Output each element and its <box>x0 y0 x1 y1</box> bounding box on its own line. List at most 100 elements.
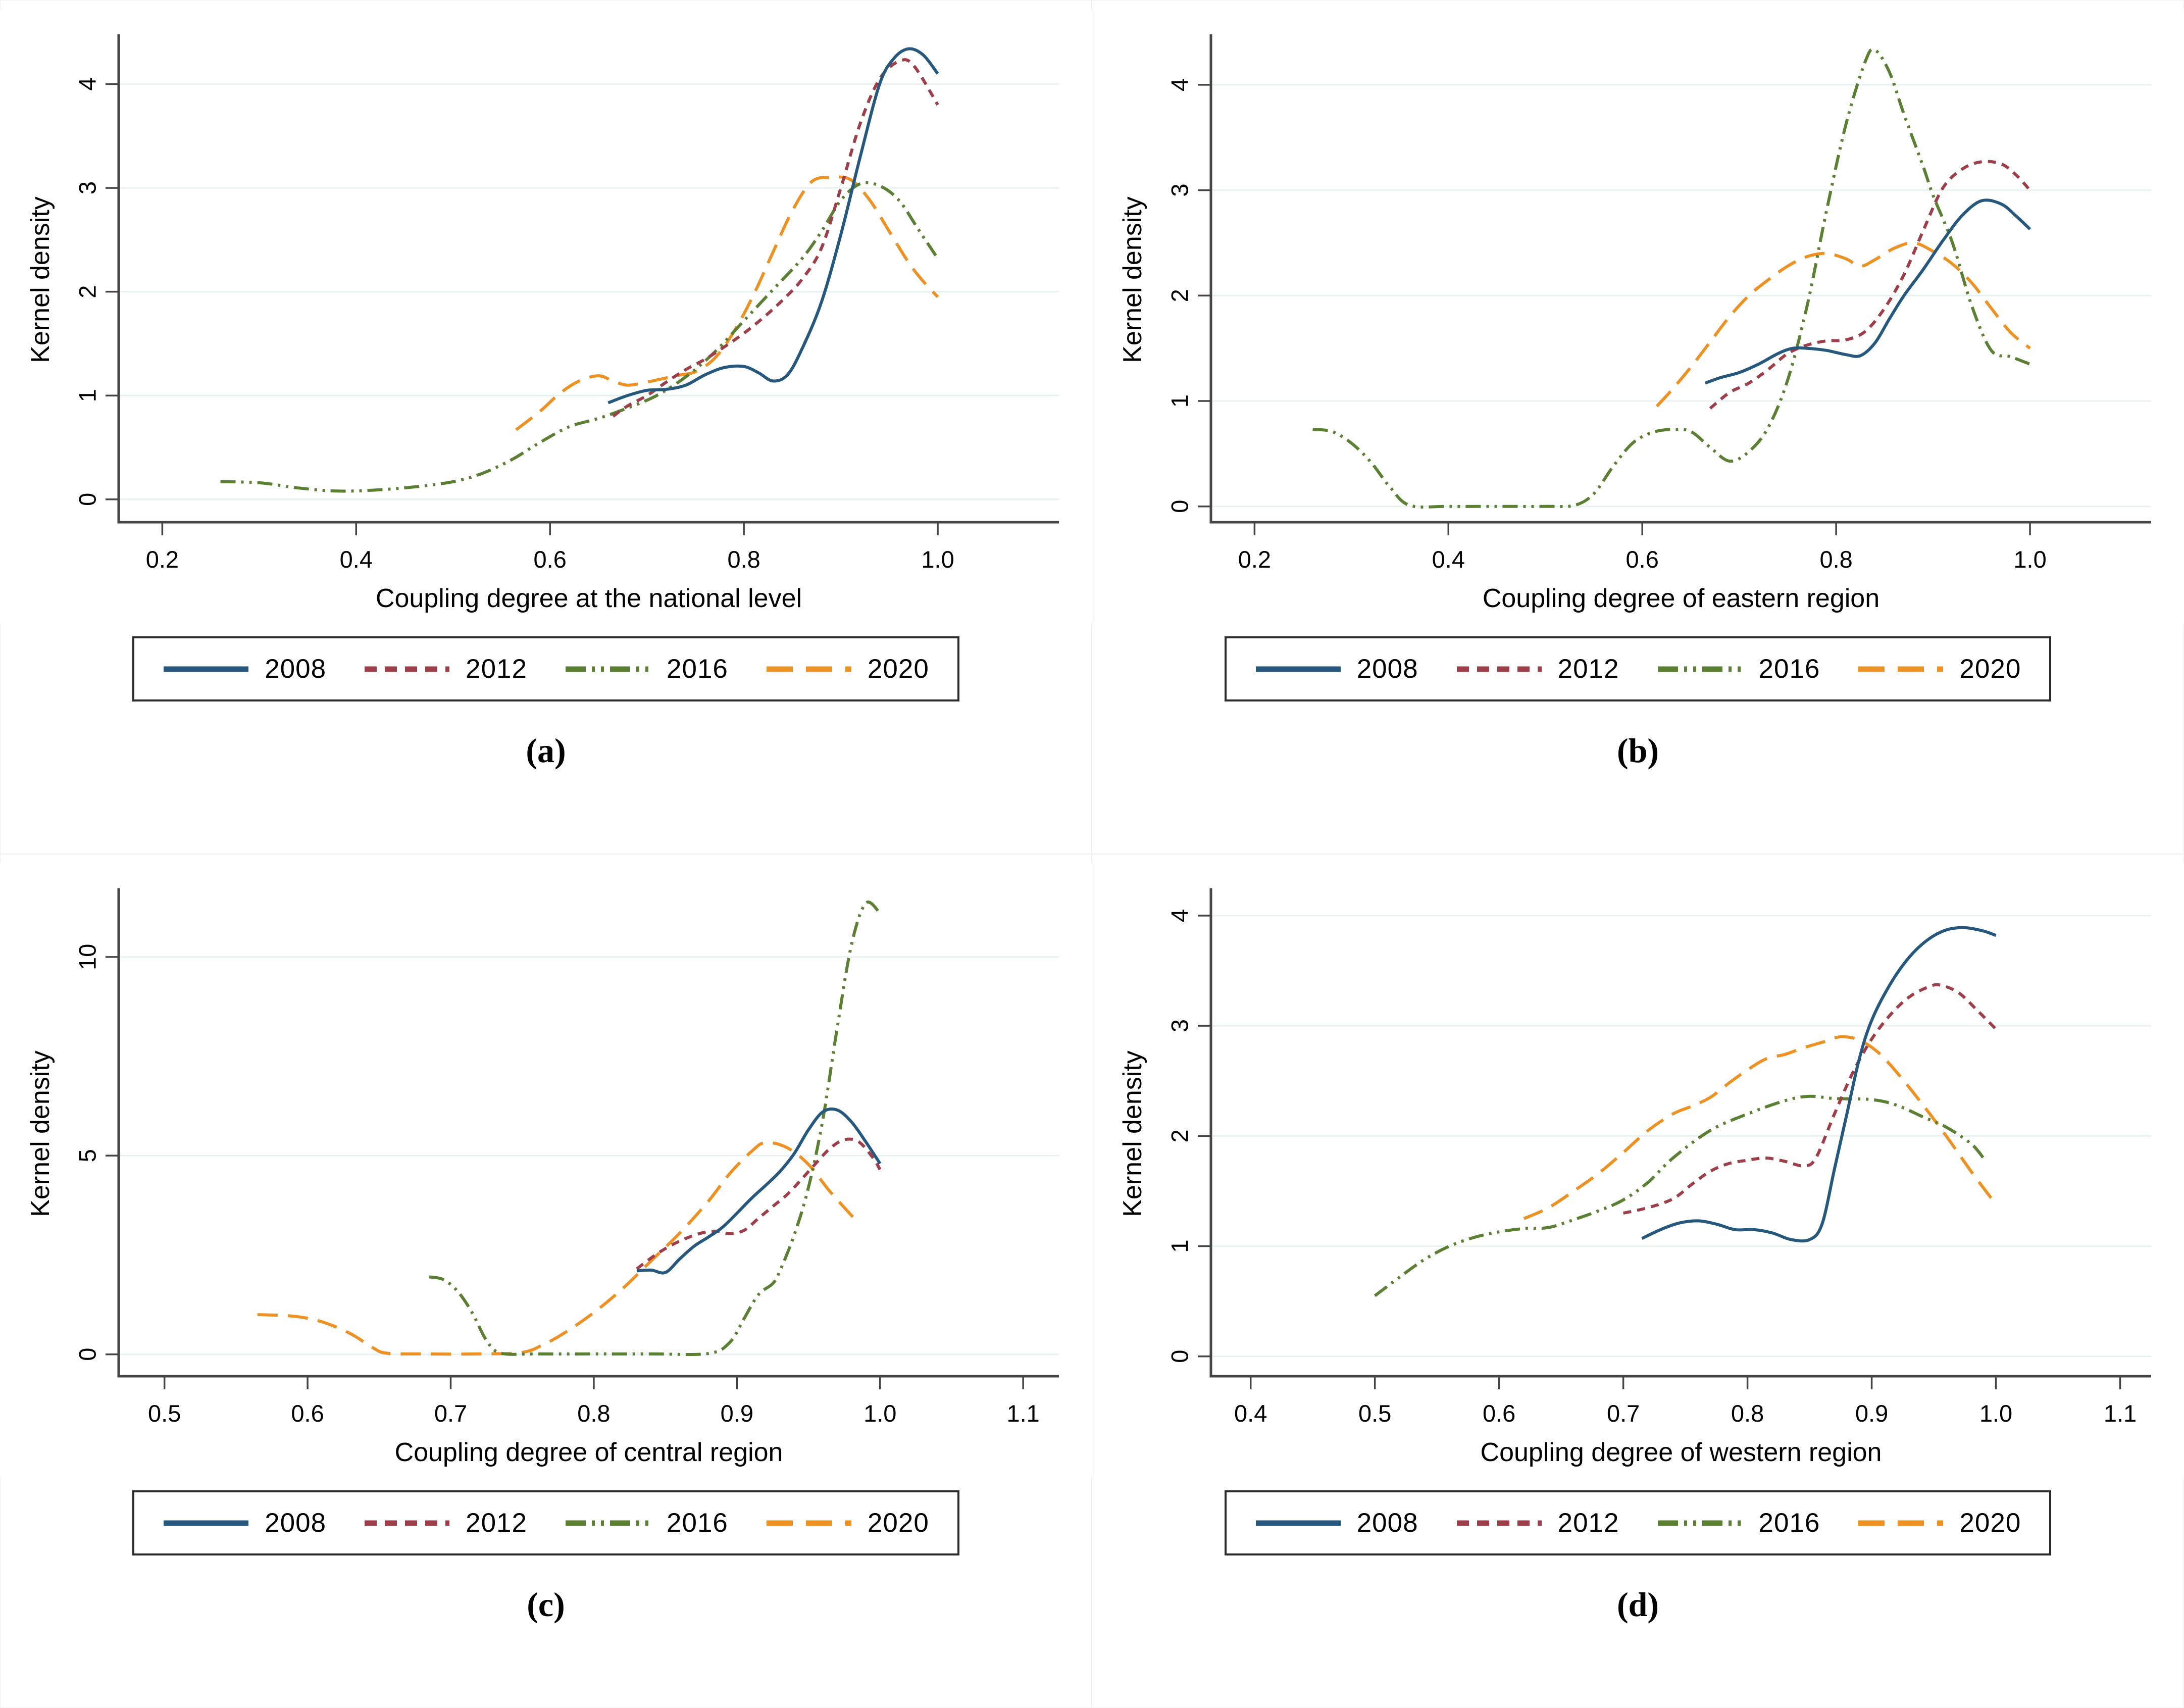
legend-line-sample-2020 <box>1858 666 1944 672</box>
legend-item-2012: 2012 <box>1456 1508 1619 1538</box>
legend-item-2008: 2008 <box>1255 654 1418 684</box>
legend-item-2016: 2016 <box>1657 654 1820 684</box>
caption-a: (a) <box>526 731 566 771</box>
legend-item-2012: 2012 <box>364 654 527 684</box>
x-tick-label: 0.4 <box>340 546 373 573</box>
caption-b-text: (b) <box>1616 731 1659 770</box>
legend-label-2016: 2016 <box>1758 654 1820 684</box>
legend-b: 2008 2012 2016 2020 <box>1224 636 2052 701</box>
y-tick-label: 3 <box>74 181 101 194</box>
series-2012-line <box>612 58 939 418</box>
legend-label-2016: 2016 <box>667 654 728 684</box>
series-2008-line <box>1641 926 1997 1243</box>
x-axis-title: Coupling degree of eastern region <box>1482 584 1879 613</box>
series-2008-line <box>607 47 939 405</box>
legend-label-2016: 2016 <box>1758 1508 1820 1538</box>
x-tick-label: 0.2 <box>1238 546 1271 573</box>
legend-item-2012: 2012 <box>1456 654 1619 684</box>
x-tick-label: 1.1 <box>2103 1400 2136 1427</box>
legend-label-2008: 2008 <box>1356 1508 1418 1538</box>
x-tick-label: 0.8 <box>1819 546 1852 573</box>
legend-label-2012: 2012 <box>1557 654 1619 684</box>
series-2008-line <box>636 1107 882 1275</box>
x-tick-label: 0.9 <box>1855 1400 1888 1427</box>
y-tick-label: 0 <box>1166 500 1193 513</box>
legend-label-2012: 2012 <box>466 1508 527 1538</box>
y-tick-label: 10 <box>74 944 101 970</box>
y-axis-title: Kernel density <box>26 1050 55 1217</box>
y-tick-label: 3 <box>1166 184 1193 197</box>
caption-c: (c) <box>527 1585 565 1625</box>
y-tick-label: 0 <box>74 493 101 506</box>
x-tick-label: 0.6 <box>1626 546 1658 573</box>
y-tick-label: 1 <box>1166 394 1193 408</box>
y-tick-label: 4 <box>1166 78 1193 91</box>
legend-line-sample-2016 <box>566 666 650 672</box>
caption-b: (b) <box>1617 731 1659 771</box>
series-2020-line <box>515 175 939 431</box>
x-tick-label: 0.9 <box>721 1400 753 1427</box>
legend-label-2020: 2020 <box>1959 654 2021 684</box>
series-2020-line <box>1655 241 2031 408</box>
y-tick-label: 2 <box>1166 1129 1193 1142</box>
x-tick-label: 0.8 <box>727 546 760 573</box>
y-tick-label: 2 <box>1166 289 1193 302</box>
x-tick-label: 0.6 <box>291 1400 324 1427</box>
chart-c-kernel-density: 0.5 0.6 0.7 0.8 0.9 1.0 1.1 0 5 10 Kernel density C… <box>0 864 1092 1477</box>
legend-label-2020: 2020 <box>867 654 929 684</box>
chart-b-kernel-density: 0.2 0.4 0.6 0.8 1.0 0 1 2 3 4 Kernel density Coupli… <box>1092 10 2184 623</box>
legend-item-2008: 2008 <box>163 654 326 684</box>
legend-item-2020: 2020 <box>1857 1508 2021 1538</box>
y-tick-label: 1 <box>1166 1239 1193 1252</box>
series-2016-line <box>1374 1094 1985 1297</box>
caption-a-text: (a) <box>526 731 566 770</box>
x-tick-label: 1.0 <box>864 1400 896 1427</box>
x-tick-label: 0.7 <box>1606 1400 1639 1427</box>
y-tick-label: 0 <box>74 1348 101 1361</box>
legend-label-2020: 2020 <box>867 1508 929 1538</box>
x-tick-label: 0.5 <box>1358 1400 1391 1427</box>
legend-label-2012: 2012 <box>466 654 527 684</box>
y-tick-label: 2 <box>74 285 101 298</box>
legend-item-2016: 2016 <box>565 654 728 684</box>
legend-label-2008: 2008 <box>1356 654 1418 684</box>
panel-c: 0.5 0.6 0.7 0.8 0.9 1.0 1.1 0 5 10 Kernel density C… <box>0 854 1092 1708</box>
x-tick-label: 0.4 <box>1234 1400 1267 1427</box>
series-2008-line <box>1704 198 2031 385</box>
x-tick-label: 0.6 <box>1482 1400 1515 1427</box>
x-axis-title: Coupling degree of western region <box>1480 1438 1882 1467</box>
x-tick-label: 1.0 <box>1979 1400 2012 1427</box>
x-axis-title: Coupling degree at the national level <box>376 584 802 613</box>
x-tick-label: 1.0 <box>2013 546 2046 573</box>
legend-label-2012: 2012 <box>1557 1508 1619 1538</box>
series-2016-line <box>429 900 881 1357</box>
series-2016-line <box>220 181 939 493</box>
legend-label-2008: 2008 <box>265 654 327 684</box>
x-tick-label: 0.8 <box>577 1400 610 1427</box>
y-axis-title: Kernel density <box>26 196 55 363</box>
legend-line-sample-2016 <box>1657 666 1743 672</box>
legend-item-2020: 2020 <box>1857 654 2021 684</box>
x-tick-label: 0.7 <box>434 1400 467 1427</box>
legend-item-2012: 2012 <box>364 1508 527 1538</box>
caption-d-text: (d) <box>1616 1585 1659 1624</box>
legend-d: 2008 2012 2016 2020 <box>1224 1490 2052 1555</box>
legend-line-sample-2016 <box>1657 1520 1743 1526</box>
chart-d-kernel-density: 0.4 0.5 0.6 0.7 0.8 0.9 1.0 1.1 0 1 2 3 4 Kernel dens… <box>1092 864 2184 1477</box>
legend-label-2016: 2016 <box>667 1508 728 1538</box>
legend-line-sample-2016 <box>566 1520 650 1526</box>
y-axis-title: Kernel density <box>1118 196 1147 363</box>
y-tick-label: 0 <box>1166 1350 1193 1363</box>
legend-line-sample-2008 <box>1255 1520 1341 1526</box>
legend-item-2008: 2008 <box>163 1508 326 1538</box>
x-tick-label: 0.6 <box>534 546 567 573</box>
legend-label-2020: 2020 <box>1959 1508 2021 1538</box>
legend-line-sample-2012 <box>365 1520 450 1526</box>
legend-line-sample-2008 <box>164 1520 249 1526</box>
series-2016-line <box>1312 47 2030 509</box>
caption-d: (d) <box>1617 1585 1659 1625</box>
panel-a: 0.2 0.4 0.6 0.8 1.0 0 1 2 3 4 Kernel density Coupli… <box>0 0 1092 854</box>
chart-a-kernel-density: 0.2 0.4 0.6 0.8 1.0 0 1 2 3 4 Kernel density Coupli… <box>0 10 1092 623</box>
legend-line-sample-2012 <box>1456 1520 1542 1526</box>
